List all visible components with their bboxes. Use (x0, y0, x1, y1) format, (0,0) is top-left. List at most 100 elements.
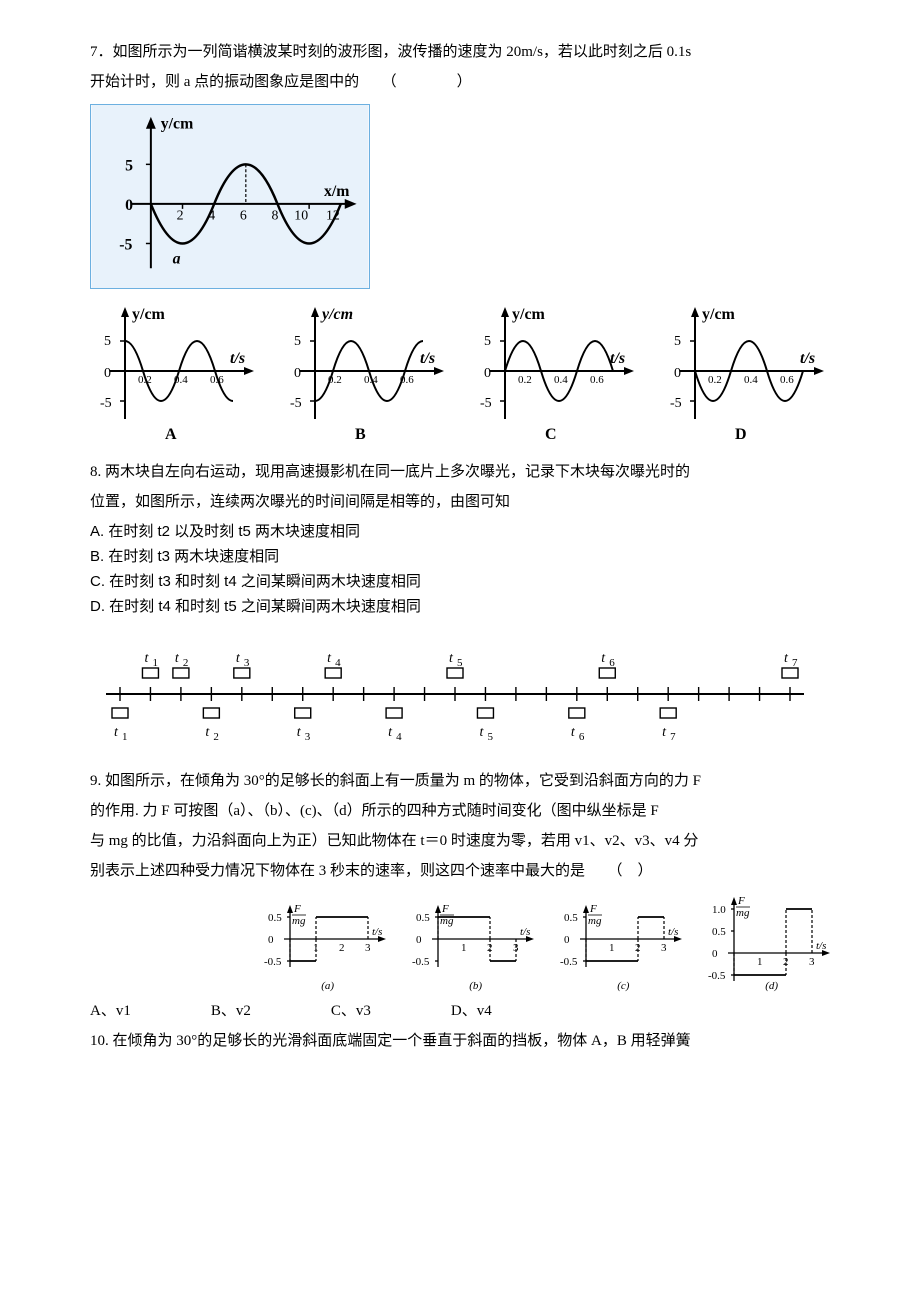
svg-text:0.5: 0.5 (564, 912, 578, 924)
svg-text:-0.5: -0.5 (264, 956, 282, 968)
q8-line2: 位置，如图所示，连续两次曝光的时间间隔是相等的，由图可知 (90, 490, 830, 514)
svg-text:-0.5: -0.5 (560, 956, 578, 968)
q9-line4: 别表示上述四种受力情况下物体在 3 秒末的速率，则这四个速率中最大的是 （ ） (90, 859, 830, 883)
q9-chart-(c): Fmgt/s0.50-0.5123(c) (552, 893, 682, 993)
svg-text:-0.5: -0.5 (708, 970, 726, 982)
q9-line2: 的作用. 力 F 可按图（a）、（b）、(c)、（d）所示的四种方式随时间变化（… (90, 799, 830, 823)
svg-text:7: 7 (792, 657, 798, 669)
svg-text:0: 0 (564, 934, 570, 946)
xlabel: x/m (324, 183, 349, 200)
svg-text:3: 3 (809, 956, 815, 968)
q8-opt-c: C. 在时刻 t3 和时刻 t4 之间某瞬间两木块速度相同 (90, 570, 830, 594)
svg-text:1: 1 (313, 942, 319, 954)
svg-text:t: t (388, 725, 393, 740)
svg-text:2: 2 (487, 942, 493, 954)
svg-text:2: 2 (213, 731, 219, 743)
svg-text:0.4: 0.4 (554, 374, 568, 386)
svg-text:t/s: t/s (610, 350, 625, 367)
svg-text:2: 2 (183, 657, 189, 669)
svg-text:(c): (c) (617, 980, 630, 992)
svg-text:0.5: 0.5 (268, 912, 282, 924)
q8-opt-d: D. 在时刻 t4 和时刻 t5 之间某瞬间两木块速度相同 (90, 595, 830, 619)
svg-text:F: F (589, 903, 597, 915)
svg-text:1: 1 (122, 731, 128, 743)
svg-text:-5: -5 (100, 396, 112, 411)
svg-text:-0.5: -0.5 (412, 956, 430, 968)
q9-ans-a: A、v1 (90, 999, 131, 1023)
svg-text:t: t (114, 725, 119, 740)
svg-text:6: 6 (240, 208, 247, 223)
svg-text:0: 0 (268, 934, 274, 946)
svg-text:0: 0 (125, 197, 133, 214)
svg-text:t: t (662, 725, 667, 740)
svg-text:t/s: t/s (800, 350, 815, 367)
svg-text:0.2: 0.2 (518, 374, 532, 386)
svg-text:t: t (449, 651, 454, 666)
svg-text:t/s: t/s (420, 350, 435, 367)
svg-text:mg: mg (588, 915, 602, 927)
svg-text:5: 5 (674, 334, 681, 349)
svg-text:2: 2 (339, 942, 345, 954)
svg-text:B: B (355, 426, 366, 443)
svg-text:0.4: 0.4 (744, 374, 758, 386)
q9-line1: 9. 如图所示，在倾角为 30°的足够长的斜面上有一质量为 m 的物体，它受到沿… (90, 769, 830, 793)
q8-opt-a: A. 在时刻 t2 以及时刻 t5 两木块速度相同 (90, 520, 830, 544)
q8-line1: 8. 两木块自左向右运动，现用高速摄影机在同一底片上多次曝光，记录下木块每次曝光… (90, 460, 830, 484)
svg-text:2: 2 (783, 956, 789, 968)
svg-text:t: t (297, 725, 302, 740)
svg-text:6: 6 (609, 657, 615, 669)
svg-text:1: 1 (609, 942, 615, 954)
svg-text:0.6: 0.6 (780, 374, 794, 386)
svg-text:t/s: t/s (520, 926, 530, 938)
svg-text:5: 5 (457, 657, 463, 669)
svg-text:y/cm: y/cm (132, 306, 166, 323)
q7-opt-d: y/cm t/s 5 0 -5 0.2 0.4 0.6 D (660, 301, 830, 446)
svg-text:3: 3 (244, 657, 250, 669)
svg-text:-5: -5 (119, 236, 132, 253)
svg-text:0.5: 0.5 (712, 926, 726, 938)
q9-line3: 与 mg 的比值，力沿斜面向上为正）已知此物体在 t＝0 时速度为零，若用 v1… (90, 829, 830, 853)
svg-text:-5: -5 (670, 396, 682, 411)
q9-chart-(a): Fmgt/s0.50-0.5123(a) (256, 893, 386, 993)
svg-text:A: A (165, 426, 177, 443)
svg-text:0: 0 (104, 366, 111, 381)
svg-text:0: 0 (674, 366, 681, 381)
svg-text:0.2: 0.2 (708, 374, 722, 386)
svg-text:3: 3 (513, 942, 519, 954)
svg-text:5: 5 (125, 157, 133, 174)
svg-text:-5: -5 (480, 396, 492, 411)
q10-line1: 10. 在倾角为 30°的足够长的光滑斜面底端固定一个垂直于斜面的挡板，物体 A… (90, 1029, 830, 1053)
svg-text:0: 0 (484, 366, 491, 381)
svg-text:6: 6 (579, 731, 585, 743)
svg-text:0.5: 0.5 (416, 912, 430, 924)
svg-text:t: t (479, 725, 484, 740)
svg-text:1: 1 (461, 942, 467, 954)
svg-text:t: t (784, 651, 789, 666)
svg-text:4: 4 (396, 731, 402, 743)
q9-ans-c: C、v3 (331, 999, 371, 1023)
svg-text:mg: mg (292, 915, 306, 927)
svg-text:t/s: t/s (372, 926, 382, 938)
svg-text:t: t (327, 651, 332, 666)
svg-text:C: C (545, 426, 557, 443)
svg-text:a: a (173, 250, 181, 267)
q9-chart-(d): Fmgt/s1.00.50-0.5123(d) (700, 893, 830, 993)
svg-text:3: 3 (365, 942, 371, 954)
svg-text:t: t (601, 651, 606, 666)
q7-opt-c: y/cm t/s 5 0 -5 0.2 0.4 0.6 C (470, 301, 640, 446)
svg-text:3: 3 (661, 942, 667, 954)
svg-text:3: 3 (305, 731, 311, 743)
q7-line1: 7．如图所示为一列简谐横波某时刻的波形图，波传播的速度为 20m/s，若以此时刻… (90, 40, 830, 64)
svg-text:4: 4 (335, 657, 341, 669)
svg-text:D: D (735, 426, 747, 443)
svg-text:mg: mg (736, 907, 750, 919)
svg-text:10: 10 (294, 208, 308, 223)
svg-text:2: 2 (177, 208, 184, 223)
q8-timeline: t1t2t3t4t5t6t7t1t2t3t4t5t6t7 (90, 629, 810, 759)
svg-text:t: t (571, 725, 576, 740)
svg-text:2: 2 (635, 942, 641, 954)
svg-text:F: F (441, 903, 449, 915)
svg-text:t: t (175, 651, 180, 666)
svg-text:(b): (b) (469, 980, 482, 992)
svg-text:0: 0 (712, 948, 718, 960)
